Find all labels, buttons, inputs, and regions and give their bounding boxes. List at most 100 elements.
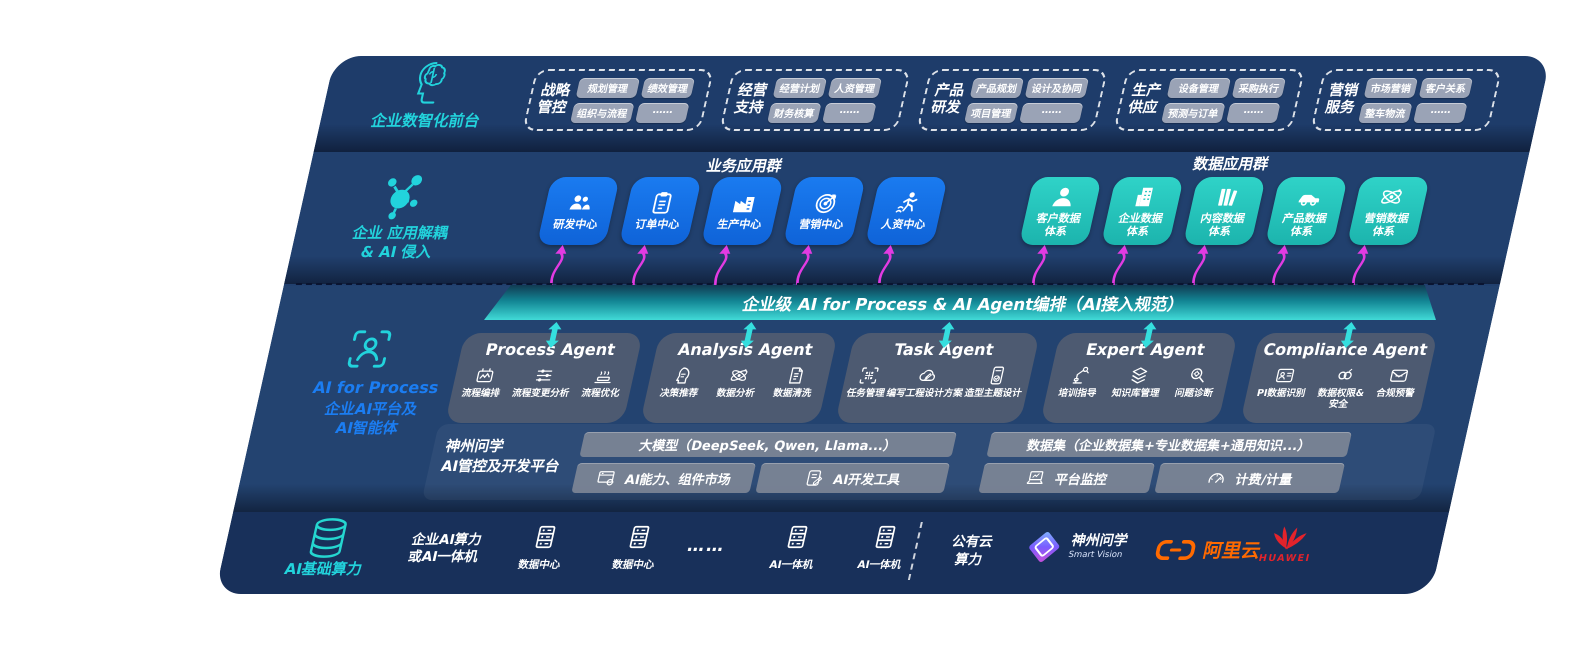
enterprise-compute-label: 企业AI算力 或AI一体机 [406,532,484,565]
devtool-label: AI开发工具 [831,472,902,488]
huawei-logo: HUAWEI [1257,522,1318,564]
person-icon [1048,184,1080,210]
smartvision-diamond-icon [1021,528,1067,566]
mail-alert-icon [1387,365,1413,386]
chips: 产品规划 设计及协同 项目管理 …… [964,77,1090,123]
tablet-design-icon [984,365,1010,386]
id-card-icon [1272,365,1298,386]
model-row-label: 大模型（DeepSeek, Qwen, Llama...） [637,439,898,454]
chip: 设计及协同 [1024,77,1090,98]
agent-item-label: 流程编排 [460,388,501,399]
tile-content-data: 内容数据 体系 [1182,177,1266,245]
node-label: 数据中心 [610,559,656,571]
smartvision-sub: Smart Vision [1067,549,1124,560]
chips: 设备管理 采购执行 预测与订单 …… [1161,77,1287,123]
tile-enterprise-data: 企业数据 体系 [1100,177,1184,245]
atom-icon [727,365,753,386]
agent-items: 任务管理 编写工程设计方案 造型主题设计 [840,365,1033,400]
chip: 市场营销 [1363,77,1419,98]
chip: 人资管理 [827,77,883,98]
agent-item-label: 造型主题设计 [963,388,1023,399]
agent-item-label: 流程优化 [580,388,621,399]
server-icon [530,524,562,550]
tile-label: 客户数据 体系 [1035,212,1083,238]
diagram-panel: 企业数智化前台 战略 管控 规划管理 绩效管理 组织与流程 …… 经营 支持 经… [214,56,1551,594]
conveyor-icon [592,365,618,386]
agent-items: 流程编排 流程变更分析 流程优化 [450,365,636,400]
agent-item-label: 流程变更分析 [510,388,571,399]
chip: 组织与流程 [570,102,635,123]
agent-item: 数据权限& 安全 [1314,365,1371,411]
agent-item: 任务管理 [845,365,891,400]
agent-item-label: 培训指导 [1057,388,1098,399]
agent-item: 问题诊断 [1173,365,1219,400]
monitor-label: 平台监控 [1053,472,1109,488]
billing-cell: 计费/计量 [1154,463,1346,493]
smartvision-logo: 神州问学 Smart Vision [1021,528,1130,566]
tile-order-center: 订单中心 [618,177,702,245]
business-tiles: 研发中心 订单中心 生产中心 营销中心 人资中心 [536,177,948,245]
infra-label: AI基础算力 [282,560,364,578]
factory-icon [728,190,760,216]
billing-label: 计费/计量 [1233,472,1294,488]
tile-customer-data: 客户数据 体系 [1018,177,1102,245]
devtool-cell: AI开发工具 [755,463,951,493]
group-strategy: 战略 管控 规划管理 绩效管理 组织与流程 …… [522,69,715,131]
chips: 规划管理 绩效管理 组织与流程 …… [570,77,696,123]
dataset-row-label: 数据集（企业数据集+专业数据集+通用知识...） [1025,439,1313,454]
agent-item-label: 数据权限& 安全 [1316,388,1366,410]
agent-items: 决策推荐 数据分析 数据清洗 [645,365,831,400]
node-label: AI一体机 [768,559,815,571]
aliyun-bracket-icon [1152,538,1199,562]
chip: 经营计划 [772,77,828,98]
team-icon [564,190,596,216]
platform-label: 神州问学 AI管控及开发平台 [439,439,562,475]
chips: 经营计划 人资管理 财务核算 …… [767,77,883,123]
public-cloud-label: 公有云 算力 [950,534,995,568]
tile-production-center: 生产中心 [700,177,784,245]
tile-product-data: 产品数据 体系 [1264,177,1348,245]
chip: 规划管理 [575,77,641,98]
agent-item-label: 决策推荐 [658,388,700,399]
database-icon [301,517,356,559]
dataset-row: 数据集（企业数据集+专业数据集+通用知识...） [986,432,1352,457]
smartvision-name: 神州问学 [1069,533,1130,550]
capability-cell: AI能力、组件市场 [571,463,757,493]
target-icon [810,190,842,216]
chip: 财务核算 [767,102,822,123]
chip: …… [1413,102,1468,123]
chip: 项目管理 [964,102,1019,123]
group-title: 营销 服务 [1323,83,1360,116]
tile-label: 产品数据 体系 [1281,212,1329,238]
node-label: 数据中心 [516,559,562,571]
huawei-name: HUAWEI [1257,553,1312,564]
tile-label: 营销数据 体系 [1363,212,1411,238]
node-ai-appliance-1: AI一体机 [754,524,837,572]
agent-item-label: 任务管理 [845,388,886,399]
tile-label: 营销中心 [797,218,845,232]
chip: 产品规划 [969,77,1025,98]
server-icon [870,524,902,550]
agent-item-label: 数据清洗 [771,388,813,399]
huawei-flower-icon [1267,522,1312,552]
front-groups: 战略 管控 规划管理 绩效管理 组织与流程 …… 经营 支持 经营计划 人资管理… [522,69,1503,131]
group-product: 产品 研发 产品规划 设计及协同 项目管理 …… [916,69,1109,131]
workflow-box-icon [472,365,498,386]
link-shield-icon [1332,365,1358,386]
monitor-cell: 平台监控 [978,463,1156,493]
tile-label: 企业数据 体系 [1117,212,1165,238]
agent-item-label: PI数据识别 [1255,388,1307,399]
group-title: 产品 研发 [929,83,966,116]
chip: 客户关系 [1418,77,1474,98]
node-datacenter-1: 数据中心 [502,524,585,572]
atom-icon [1376,184,1408,210]
aliyun-name: 阿里云 [1200,540,1263,562]
chip: 绩效管理 [640,77,696,98]
agent-item: 编写工程设计方案 [885,365,969,400]
cloud-edit-icon [916,365,942,386]
sliders-icon [532,365,558,386]
agent-item: 知识库管理 [1110,365,1165,400]
chip: 整车物流 [1358,102,1413,123]
node-label: AI一体机 [856,559,903,571]
